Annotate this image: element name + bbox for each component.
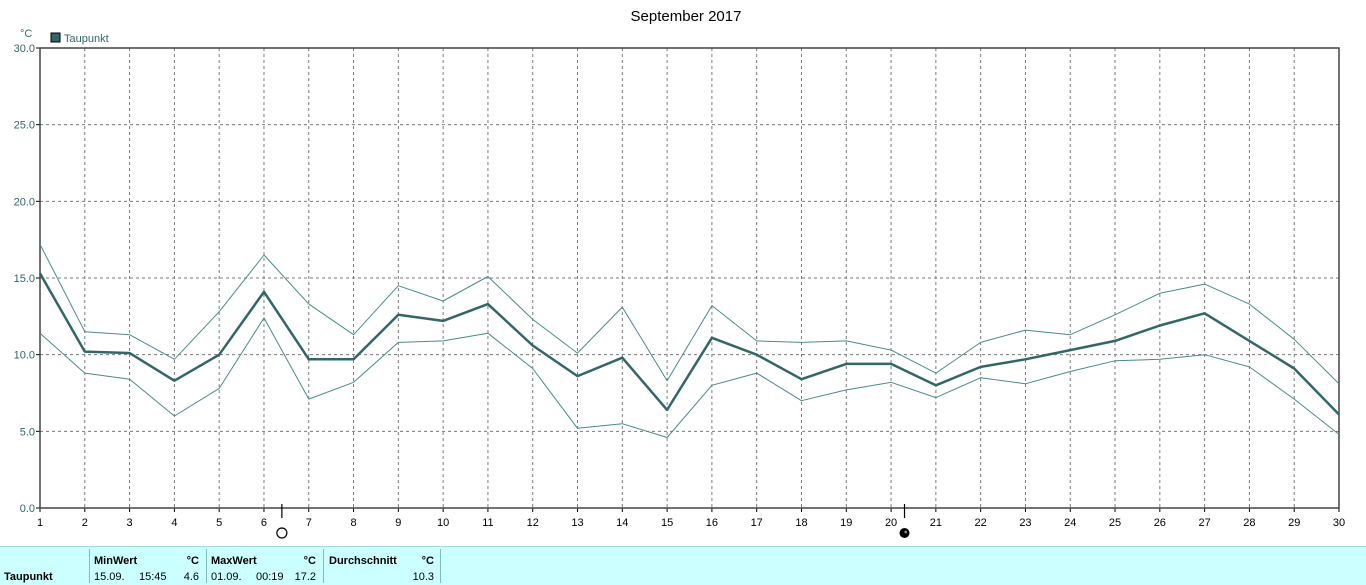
stats-min-cell: MinWert °C 15.09. 15:45 4.6 [89, 547, 205, 585]
x-tick-label: 30 [1333, 517, 1345, 529]
max-date: 01.09. [211, 571, 242, 583]
y-tick-label: 20.0 [14, 196, 35, 208]
x-tick-label: 11 [482, 517, 493, 529]
stats-divider [89, 549, 90, 583]
x-tick-label: 12 [527, 517, 539, 529]
min-value: 4.6 [183, 571, 199, 583]
x-tick-label: 4 [171, 517, 177, 529]
x-tick-label: 19 [840, 517, 852, 529]
x-tick-label: 28 [1243, 517, 1255, 529]
x-tick-label: 15 [661, 517, 673, 529]
x-tick-label: 2 [82, 517, 88, 529]
x-tick-label: 18 [795, 517, 807, 529]
x-tick-label: 1 [37, 517, 43, 529]
x-tick-label: 27 [1198, 517, 1210, 529]
chart: September 2017 °C Taupunkt 0.0 5.0 10.0 15.0 20… [14, 8, 1345, 539]
stats-divider [323, 549, 324, 583]
x-tick-label: 7 [306, 517, 312, 529]
stats-divider [440, 549, 441, 583]
x-tick-label: 24 [1064, 517, 1076, 529]
x-tick-label: 8 [350, 517, 356, 529]
stats-series-name: Taupunkt [4, 571, 53, 583]
min-unit: °C [186, 555, 199, 567]
max-unit: °C [303, 555, 316, 567]
max-time: 00:19 [256, 571, 284, 583]
series-line-mean [38, 272, 1340, 416]
y-axis-unit: °C [20, 28, 32, 40]
x-tick-label: 10 [437, 517, 449, 529]
y-tick-label: 15.0 [14, 273, 35, 285]
min-label: MinWert [94, 555, 138, 567]
y-tick-label: 0.0 [20, 503, 35, 515]
avg-label: Durchschnitt [329, 555, 397, 567]
chart-svg: September 2017 °C Taupunkt 0.0 5.0 10.0 15.0 20… [14, 8, 1345, 539]
x-tick-label: 5 [216, 517, 222, 529]
x-tick-label: 20 [885, 517, 897, 529]
chart-title: September 2017 [631, 8, 742, 25]
x-tick-label: 14 [616, 517, 628, 529]
y-tick-label: 25.0 [14, 120, 35, 132]
x-tick-label: 9 [395, 517, 401, 529]
stats-max-cell: MaxWert °C 01.09. 00:19 17.2 [206, 547, 322, 585]
x-tick-label: 3 [127, 517, 133, 529]
y-tick-label: 10.0 [14, 350, 35, 362]
x-tick-label: 13 [571, 517, 583, 529]
x-tick-label: 17 [751, 517, 763, 529]
x-tick-label: 23 [1019, 517, 1031, 529]
stats-divider [206, 549, 207, 583]
max-label: MaxWert [211, 555, 257, 567]
legend-label: Taupunkt [64, 33, 109, 45]
min-date: 15.09. [94, 571, 125, 583]
x-tick-label: 26 [1154, 517, 1166, 529]
plot-frame [39, 47, 1340, 509]
full-moon-icon [276, 527, 288, 539]
x-tick-label: 16 [706, 517, 718, 529]
x-tick-label: 25 [1109, 517, 1121, 529]
x-tick-label: 29 [1288, 517, 1300, 529]
series-line-daily-max [39, 244, 1340, 385]
stats-avg-cell: Durchschnitt °C 10.3 [323, 547, 440, 585]
new-moon-icon [899, 528, 910, 538]
legend-swatch [50, 32, 61, 43]
new-moon-highlight [904, 530, 908, 534]
y-tick-label: 30.0 [14, 43, 35, 55]
series-line-daily-min [39, 317, 1340, 438]
x-tick-label: 6 [261, 517, 267, 529]
avg-value: 10.3 [412, 571, 434, 583]
x-tick-label: 21 [930, 517, 942, 529]
max-value: 17.2 [294, 571, 316, 583]
min-time: 15:45 [139, 571, 167, 583]
stats-bar: Taupunkt MinWert °C 15.09. 15:45 4.6 Max… [0, 546, 1366, 585]
y-tick-label: 5.0 [20, 426, 35, 438]
x-tick-label: 22 [975, 517, 987, 529]
avg-unit: °C [421, 555, 434, 567]
